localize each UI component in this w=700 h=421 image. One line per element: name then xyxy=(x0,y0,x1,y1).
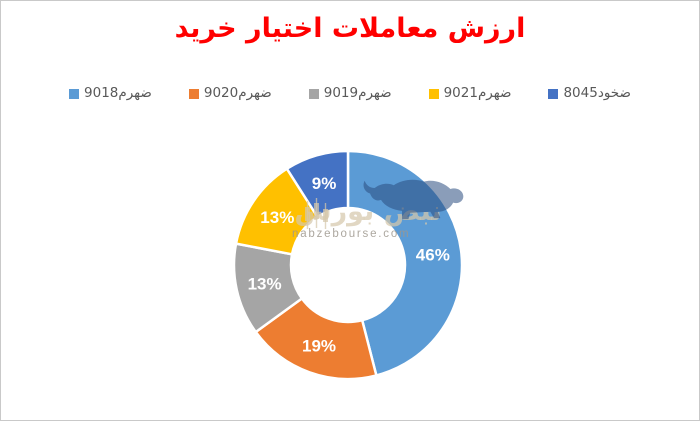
donut-slice-ضهرم9020 xyxy=(254,297,378,381)
slice-percent-label: 19% xyxy=(302,336,336,355)
legend-swatch-icon xyxy=(428,89,439,99)
legend-label: ضهرم9021 xyxy=(443,85,512,102)
legend-swatch-icon xyxy=(308,89,319,99)
slice-percent-label: 46% xyxy=(416,245,450,264)
legend-item-9020: ضهرم9020 xyxy=(188,85,272,102)
legend: ضهرم9018 ضهرم9020 ضهرم9019 ضهرم9021 ضخود… xyxy=(1,84,699,104)
legend-swatch-icon xyxy=(188,89,199,99)
legend-item-8045: ضخود8045 xyxy=(548,87,631,101)
legend-item-9019: ضهرم9019 xyxy=(308,85,392,102)
legend-item-9021: ضهرم9021 xyxy=(428,85,512,102)
legend-label: ضهرم9020 xyxy=(203,85,272,102)
slice-percent-label: 13% xyxy=(248,275,282,294)
slice-percent-label: 13% xyxy=(260,208,294,227)
legend-swatch-icon xyxy=(69,89,80,99)
legend-label: ضهرم9018 xyxy=(84,85,152,102)
legend-swatch-icon xyxy=(548,89,559,99)
slice-percent-label: 9% xyxy=(312,174,337,193)
chart-title: ارزش معاملات اختیار خرید xyxy=(174,13,526,44)
legend-label: ضهرم9019 xyxy=(323,85,392,102)
legend-item-9018: ضهرم9018 xyxy=(69,87,152,101)
legend-label: ضخود8045 xyxy=(563,85,631,102)
